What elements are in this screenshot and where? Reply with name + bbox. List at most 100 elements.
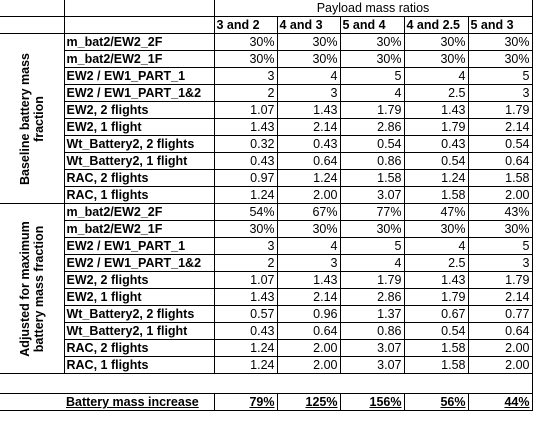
value-cell: 0.96	[277, 305, 341, 323]
row-label: EW2, 1 flight	[64, 288, 215, 306]
value-cell: 0.54	[340, 135, 405, 153]
row-label: EW2 / EW1_PART_1&2	[64, 254, 215, 272]
table-row: RAC, 1 flights 1.24 2.00 3.07 1.58 2.00	[0, 356, 533, 374]
table-row: EW2 / EW1_PART_1&2 2 3 4 2.5 3	[0, 254, 533, 272]
value-cell: 0.77	[468, 305, 533, 323]
row-label: Wt_Battery2, 1 flight	[64, 152, 215, 170]
corner-cell	[64, 0, 215, 17]
value-cell: 5	[340, 237, 405, 255]
value-cell: 2.00	[468, 339, 533, 357]
value-cell: 47%	[404, 203, 469, 221]
value-cell: 5	[468, 237, 533, 255]
table-row: Baseline battery mass fraction m_bat2/EW2…	[0, 33, 533, 204]
value-cell: 4	[404, 237, 469, 255]
section-title: Adjusted for maximum battery mass fracti…	[17, 220, 46, 357]
value-cell: 30%	[404, 33, 469, 51]
value-cell: 0.64	[277, 152, 341, 170]
value-cell: 1.79	[340, 271, 405, 289]
value-cell: 1.79	[404, 118, 469, 136]
spacer-cell	[404, 373, 468, 394]
value-cell: 0.54	[404, 322, 469, 340]
value-cell: 1.58	[340, 169, 405, 187]
header-title-row: Payload mass ratios	[0, 0, 533, 17]
value-cell: 0.64	[468, 152, 533, 170]
value-cell: 0.43	[404, 135, 469, 153]
value-cell: 1.24	[214, 339, 278, 357]
value-cell: 1.43	[277, 101, 341, 119]
value-cell: 1.58	[468, 169, 533, 187]
table-row: Wt_Battery2, 1 flight 0.43 0.64 0.86 0.54 0.6…	[0, 152, 533, 170]
table-row: Wt_Battery2, 1 flight 0.43 0.64 0.86 0.54 0.6…	[0, 322, 533, 340]
value-cell: 30%	[340, 33, 405, 51]
corner-cell	[0, 0, 65, 17]
value-cell: 1.43	[214, 288, 278, 306]
table-row: m_bat2/EW2_1F 30% 30% 30% 30% 30%	[0, 220, 533, 238]
summary-value: 56%	[404, 393, 469, 411]
value-cell: 1.37	[340, 305, 405, 323]
value-cell: 2.14	[277, 118, 341, 136]
column-header: 4 and 3	[277, 16, 341, 34]
value-cell: 0.64	[468, 322, 533, 340]
value-cell: 3	[277, 84, 341, 102]
table-row: EW2, 1 flight 1.43 2.14 2.86 1.79 2.14	[0, 288, 533, 306]
table-row: EW2, 1 flight 1.43 2.14 2.86 1.79 2.14	[0, 118, 533, 136]
value-cell: 2.00	[468, 356, 533, 374]
value-cell: 1.24	[214, 356, 278, 374]
value-cell: 30%	[340, 50, 405, 68]
summary-value: 44%	[468, 393, 533, 411]
value-cell: 1.43	[277, 271, 341, 289]
value-cell: 1.79	[404, 288, 469, 306]
value-cell: 1.07	[214, 101, 278, 119]
value-cell: 0.32	[214, 135, 278, 153]
corner-cell	[64, 16, 215, 34]
value-cell: 30%	[214, 50, 278, 68]
value-cell: 30%	[277, 220, 341, 238]
value-cell: 3	[214, 67, 278, 85]
row-label: EW2 / EW1_PART_1&2	[64, 84, 215, 102]
spacer-row	[0, 373, 533, 394]
value-cell: 30%	[214, 33, 278, 51]
summary-spacer	[0, 393, 64, 411]
value-cell: 0.97	[214, 169, 278, 187]
row-label: RAC, 2 flights	[64, 339, 215, 357]
spacer-cell	[0, 373, 64, 394]
value-cell: 5	[468, 67, 533, 85]
table-row: EW2 / EW1_PART_1 3 4 5 4 5	[0, 237, 533, 255]
summary-value: 156%	[340, 393, 405, 411]
value-cell: 3.07	[340, 356, 405, 374]
value-cell: 4	[404, 67, 469, 85]
value-cell: 0.43	[214, 322, 278, 340]
table-row: EW2, 2 flights 1.07 1.43 1.79 1.43 1.79	[0, 101, 533, 119]
row-label: RAC, 1 flights	[64, 186, 215, 204]
value-cell: 3	[277, 254, 341, 272]
value-cell: 1.43	[404, 101, 469, 119]
table-row: EW2 / EW1_PART_1 3 4 5 4 5	[0, 67, 533, 85]
value-cell: 30%	[404, 220, 469, 238]
row-label: EW2, 1 flight	[64, 118, 215, 136]
summary-row: Battery mass increase 79% 125% 156% 56% 44%	[0, 393, 533, 411]
value-cell: 4	[340, 254, 405, 272]
row-label: RAC, 1 flights	[64, 356, 215, 374]
corner-cell	[0, 16, 65, 34]
value-cell: 0.54	[404, 152, 469, 170]
table-row: EW2 / EW1_PART_1&2 2 3 4 2.5 3	[0, 84, 533, 102]
value-cell: 0.43	[277, 135, 341, 153]
value-cell: 30%	[340, 220, 405, 238]
value-cell: 2	[214, 84, 278, 102]
value-cell: 1.58	[404, 356, 469, 374]
value-cell: 2.86	[340, 118, 405, 136]
table-row: EW2, 2 flights 1.07 1.43 1.79 1.43 1.79	[0, 271, 533, 289]
row-label: m_bat2/EW2_1F	[64, 220, 215, 238]
table-row: RAC, 2 flights 0.97 1.24 1.58 1.24 1.58	[0, 169, 533, 187]
value-cell: 1.79	[340, 101, 405, 119]
row-label: Wt_Battery2, 2 flights	[64, 135, 215, 153]
row-label: Wt_Battery2, 1 flight	[64, 322, 215, 340]
value-cell: 5	[340, 67, 405, 85]
row-label: EW2 / EW1_PART_1	[64, 237, 215, 255]
value-cell: 30%	[214, 220, 278, 238]
summary-value: 79%	[214, 393, 278, 411]
value-cell: 2	[214, 254, 278, 272]
value-cell: 1.07	[214, 271, 278, 289]
value-cell: 3	[214, 237, 278, 255]
